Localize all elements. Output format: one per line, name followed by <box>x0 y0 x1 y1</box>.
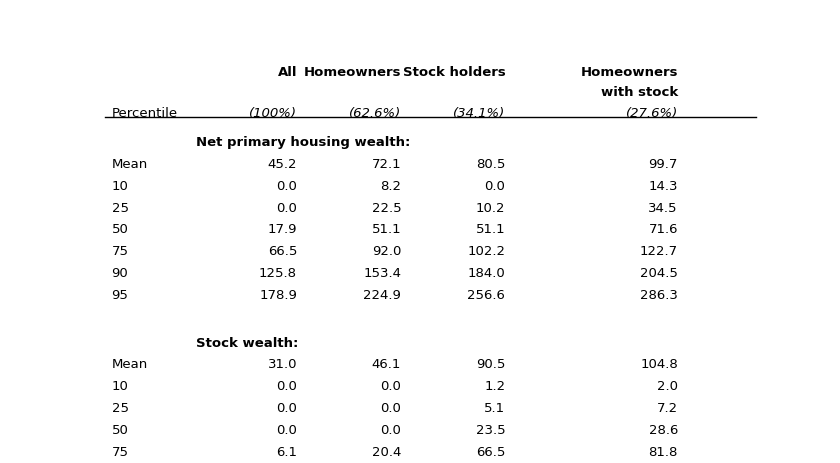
Text: 72.1: 72.1 <box>371 157 402 170</box>
Text: 46.1: 46.1 <box>372 357 402 371</box>
Text: 0.0: 0.0 <box>381 379 402 392</box>
Text: 0.0: 0.0 <box>381 423 402 436</box>
Text: 71.6: 71.6 <box>648 223 678 236</box>
Text: 51.1: 51.1 <box>475 223 506 236</box>
Text: Homeowners: Homeowners <box>304 66 402 79</box>
Text: 22.5: 22.5 <box>371 201 402 214</box>
Text: 0.0: 0.0 <box>381 401 402 414</box>
Text: 23.5: 23.5 <box>475 423 506 436</box>
Text: 0.0: 0.0 <box>276 201 297 214</box>
Text: Stock wealth:: Stock wealth: <box>197 336 298 349</box>
Text: 66.5: 66.5 <box>476 444 506 457</box>
Text: (27.6%): (27.6%) <box>626 106 678 119</box>
Text: 178.9: 178.9 <box>260 288 297 301</box>
Text: 45.2: 45.2 <box>268 157 297 170</box>
Text: 31.0: 31.0 <box>268 357 297 371</box>
Text: 34.5: 34.5 <box>648 201 678 214</box>
Text: (34.1%): (34.1%) <box>453 106 506 119</box>
Text: Percentile: Percentile <box>112 106 177 119</box>
Text: (62.6%): (62.6%) <box>349 106 402 119</box>
Text: with stock: with stock <box>601 86 678 99</box>
Text: 90.5: 90.5 <box>476 357 506 371</box>
Text: 102.2: 102.2 <box>467 244 506 257</box>
Text: 104.8: 104.8 <box>640 357 678 371</box>
Text: 14.3: 14.3 <box>648 179 678 192</box>
Text: 17.9: 17.9 <box>268 223 297 236</box>
Text: 50: 50 <box>112 423 129 436</box>
Text: 50: 50 <box>112 223 129 236</box>
Text: 8.2: 8.2 <box>381 179 402 192</box>
Text: 0.0: 0.0 <box>276 379 297 392</box>
Text: 81.8: 81.8 <box>648 444 678 457</box>
Text: Mean: Mean <box>112 157 148 170</box>
Text: 66.5: 66.5 <box>268 244 297 257</box>
Text: 90: 90 <box>112 266 129 279</box>
Text: 10: 10 <box>112 179 129 192</box>
Text: 125.8: 125.8 <box>259 266 297 279</box>
Text: 0.0: 0.0 <box>485 179 506 192</box>
Text: Net primary housing wealth:: Net primary housing wealth: <box>197 136 411 149</box>
Text: Mean: Mean <box>112 357 148 371</box>
Text: 184.0: 184.0 <box>468 266 506 279</box>
Text: 25: 25 <box>112 401 129 414</box>
Text: 256.6: 256.6 <box>468 288 506 301</box>
Text: 10.2: 10.2 <box>476 201 506 214</box>
Text: 2.0: 2.0 <box>657 379 678 392</box>
Text: Stock holders: Stock holders <box>402 66 506 79</box>
Text: 51.1: 51.1 <box>371 223 402 236</box>
Text: 75: 75 <box>112 444 129 457</box>
Text: 204.5: 204.5 <box>640 266 678 279</box>
Text: 80.5: 80.5 <box>476 157 506 170</box>
Text: Homeowners: Homeowners <box>580 66 678 79</box>
Text: 7.2: 7.2 <box>657 401 678 414</box>
Text: 10: 10 <box>112 379 129 392</box>
Text: 75: 75 <box>112 244 129 257</box>
Text: 5.1: 5.1 <box>484 401 506 414</box>
Text: All: All <box>277 66 297 79</box>
Text: 6.1: 6.1 <box>276 444 297 457</box>
Text: 25: 25 <box>112 201 129 214</box>
Text: 28.6: 28.6 <box>648 423 678 436</box>
Text: 0.0: 0.0 <box>276 179 297 192</box>
Text: 92.0: 92.0 <box>372 244 402 257</box>
Text: 224.9: 224.9 <box>364 288 402 301</box>
Text: 1.2: 1.2 <box>484 379 506 392</box>
Text: 99.7: 99.7 <box>648 157 678 170</box>
Text: (100%): (100%) <box>249 106 297 119</box>
Text: 20.4: 20.4 <box>372 444 402 457</box>
Text: 122.7: 122.7 <box>640 244 678 257</box>
Text: 286.3: 286.3 <box>640 288 678 301</box>
Text: 95: 95 <box>112 288 129 301</box>
Text: 0.0: 0.0 <box>276 423 297 436</box>
Text: 0.0: 0.0 <box>276 401 297 414</box>
Text: 153.4: 153.4 <box>363 266 402 279</box>
